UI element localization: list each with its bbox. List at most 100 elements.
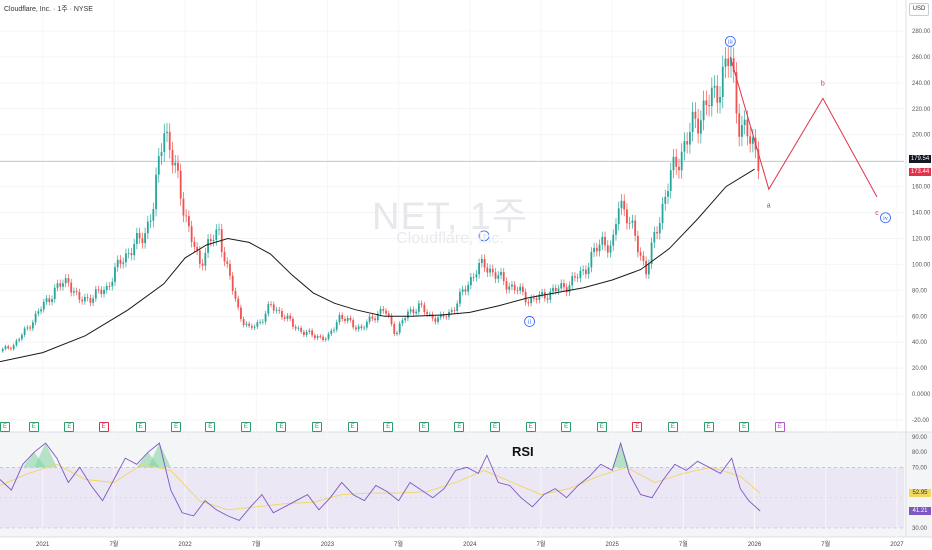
wave-projection-line bbox=[729, 56, 878, 198]
candle-body bbox=[125, 253, 127, 263]
candle-body bbox=[4, 346, 7, 349]
earnings-marker[interactable]: E bbox=[489, 422, 500, 432]
earnings-marker[interactable]: E bbox=[739, 422, 750, 432]
candle-body bbox=[133, 244, 136, 256]
candle-body bbox=[144, 233, 146, 244]
candle-body bbox=[385, 310, 387, 314]
candle-body bbox=[53, 287, 56, 300]
earnings-marker[interactable]: E bbox=[205, 422, 216, 432]
candle-body bbox=[261, 321, 264, 323]
candle-body bbox=[7, 346, 10, 349]
candle-body bbox=[636, 235, 639, 253]
candle-body bbox=[83, 297, 86, 302]
earnings-marker[interactable]: E bbox=[28, 422, 39, 432]
candle-body bbox=[409, 309, 412, 312]
earnings-marker[interactable]: E bbox=[98, 422, 109, 432]
candle-body bbox=[308, 330, 311, 332]
earnings-marker[interactable]: E bbox=[276, 422, 287, 432]
candle-body bbox=[231, 275, 234, 291]
candle-body bbox=[617, 208, 620, 225]
earnings-marker[interactable]: E bbox=[240, 422, 251, 432]
price-tick-label: 240.00 bbox=[912, 81, 931, 87]
candle-body bbox=[434, 318, 437, 322]
price-tick-label: 40.00 bbox=[912, 340, 928, 346]
candle-body bbox=[689, 132, 691, 145]
candle-body bbox=[51, 299, 53, 302]
rsi-value-tag: 41.21 bbox=[909, 506, 931, 515]
candle-body bbox=[552, 287, 554, 292]
candle-body bbox=[12, 345, 15, 350]
candle-body bbox=[171, 149, 174, 166]
candle-body bbox=[401, 320, 404, 324]
candle-body bbox=[461, 289, 464, 292]
earnings-marker[interactable]: E bbox=[64, 422, 75, 432]
candle-body bbox=[393, 323, 396, 334]
candle-body bbox=[656, 231, 658, 234]
price-tick-label: -20.00 bbox=[912, 418, 930, 424]
candle-body bbox=[672, 156, 675, 171]
wave-label-iv: iv bbox=[883, 216, 888, 222]
earnings-marker[interactable]: E bbox=[171, 422, 182, 432]
candle-body bbox=[472, 277, 475, 278]
candle-body bbox=[678, 166, 680, 171]
chart-header: Cloudflare, Inc. · 1주 · NYSE bbox=[4, 6, 93, 13]
candle-body bbox=[185, 215, 188, 217]
candle-body bbox=[579, 270, 582, 279]
candle-body bbox=[264, 313, 267, 322]
candle-body bbox=[426, 312, 428, 315]
time-tick-label: 2023 bbox=[321, 542, 335, 548]
candle-body bbox=[86, 297, 89, 298]
candle-body bbox=[691, 111, 694, 133]
earnings-marker[interactable]: E bbox=[454, 422, 465, 432]
earnings-marker[interactable]: E bbox=[312, 422, 323, 432]
earnings-marker[interactable]: E bbox=[632, 422, 643, 432]
candle-body bbox=[494, 272, 497, 279]
candle-body bbox=[281, 310, 283, 318]
price-tick-label: 60.00 bbox=[912, 314, 928, 320]
candle-body bbox=[316, 336, 319, 339]
earnings-marker[interactable]: E bbox=[383, 422, 394, 432]
price-tick-label: 20.00 bbox=[912, 366, 928, 372]
candle-body bbox=[442, 314, 445, 317]
candle-body bbox=[89, 297, 92, 303]
last-price-tag: 179.54 bbox=[909, 155, 931, 164]
candle-body bbox=[686, 141, 689, 145]
candle-body bbox=[346, 318, 349, 321]
price-tick-label: 280.00 bbox=[912, 29, 931, 35]
earnings-marker[interactable]: E bbox=[774, 422, 785, 432]
candle-body bbox=[160, 152, 163, 157]
wave-label-circle bbox=[880, 212, 891, 224]
candle-body bbox=[708, 105, 710, 107]
candle-body bbox=[675, 156, 678, 167]
earnings-marker[interactable]: E bbox=[525, 422, 536, 432]
candle-body bbox=[645, 260, 648, 275]
candle-body bbox=[108, 286, 111, 287]
candle-body bbox=[330, 330, 333, 334]
candle-body bbox=[615, 224, 617, 235]
earnings-marker[interactable]: E bbox=[347, 422, 358, 432]
candle-body bbox=[415, 311, 418, 314]
earnings-marker[interactable]: E bbox=[418, 422, 429, 432]
candle-body bbox=[532, 297, 535, 299]
price-tick-label: 160.00 bbox=[912, 185, 931, 191]
candle-body bbox=[229, 263, 231, 276]
candle-body bbox=[56, 283, 59, 288]
candle-body bbox=[212, 240, 215, 242]
candle-body bbox=[664, 196, 667, 204]
candle-body bbox=[428, 314, 431, 316]
earnings-marker[interactable]: E bbox=[135, 422, 146, 432]
earnings-marker[interactable]: E bbox=[0, 422, 10, 432]
candle-body bbox=[26, 327, 29, 329]
candle-body bbox=[557, 288, 560, 292]
currency-button[interactable]: USD bbox=[909, 3, 929, 16]
earnings-marker[interactable]: E bbox=[561, 422, 572, 432]
earnings-marker[interactable]: E bbox=[596, 422, 607, 432]
candle-body bbox=[456, 303, 459, 311]
earnings-marker[interactable]: E bbox=[667, 422, 678, 432]
candle-body bbox=[81, 299, 84, 302]
candle-body bbox=[338, 315, 341, 323]
candle-body bbox=[333, 329, 335, 331]
candle-body bbox=[122, 262, 125, 264]
earnings-marker[interactable]: E bbox=[703, 422, 714, 432]
